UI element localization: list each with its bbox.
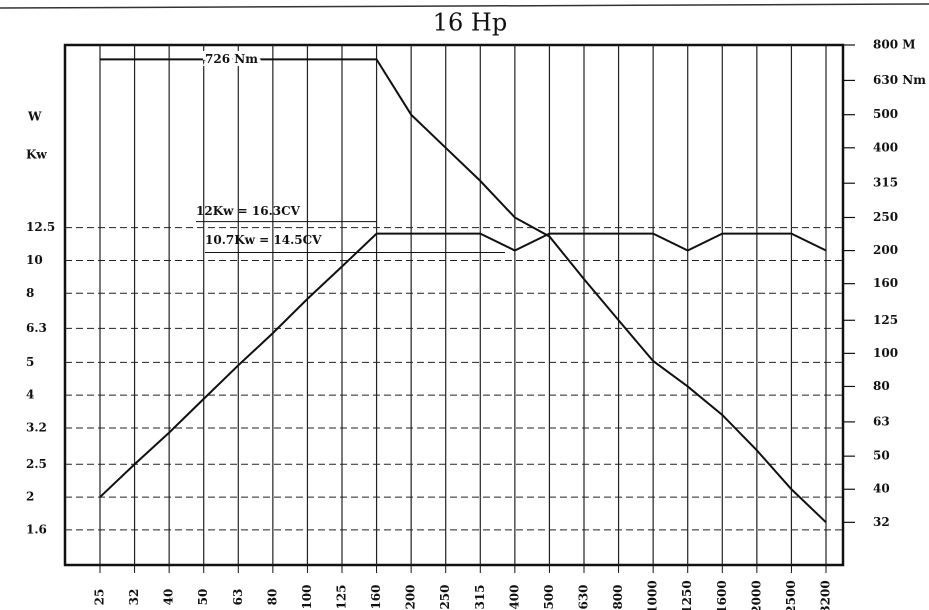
y2-tick-label: 32 <box>873 515 890 529</box>
y2-tick-label: 100 <box>873 346 898 360</box>
y2-tick-label: 250 <box>873 210 898 224</box>
x-tick-label: 3200 <box>819 580 833 610</box>
y2-tick-label: 400 <box>873 140 898 154</box>
y-tick-label: 12.5 <box>26 220 55 234</box>
y2-tick-label: 500 <box>873 107 898 121</box>
y-tick-label: 5 <box>26 355 34 369</box>
x-tick-label: 63 <box>231 589 245 606</box>
axis-unit: Kw <box>26 148 47 162</box>
data-line <box>99 232 827 498</box>
x-tick-label: 1600 <box>715 580 729 610</box>
x-tick-label: 315 <box>473 584 487 609</box>
annotation: 12Kw = 16.3CV <box>196 204 301 218</box>
x-tick-label: 250 <box>438 584 452 609</box>
axis-unit: W <box>27 110 42 124</box>
y-tick-label: 10 <box>26 253 43 267</box>
y2-tick-label: 315 <box>873 176 898 190</box>
y-tick-label: 2 <box>26 490 34 504</box>
x-tick-label: 1250 <box>680 580 694 610</box>
annotation: 726 Nm <box>205 52 258 66</box>
y2-tick-label: 50 <box>873 449 890 463</box>
y-tick-label: 8 <box>26 286 34 300</box>
x-tick-label: 40 <box>162 589 176 606</box>
y-tick-label: 2.5 <box>26 457 47 471</box>
data-line <box>100 58 827 524</box>
y2-tick-label: 40 <box>873 482 890 496</box>
y2-tick-label: 630 Nm <box>873 73 926 87</box>
x-tick-label: 1000 <box>646 580 660 610</box>
y2-tick-label: 63 <box>873 414 890 428</box>
y-tick-label: 6.3 <box>26 321 47 335</box>
x-tick-label: 80 <box>265 589 279 606</box>
x-tick-label: 100 <box>300 584 314 609</box>
x-tick-label: 200 <box>404 584 418 609</box>
x-tick-label: 25 <box>93 589 107 606</box>
y-tick-label: 1.6 <box>26 522 47 536</box>
x-tick-label: 160 <box>369 584 383 609</box>
y2-tick-label: 200 <box>873 243 898 257</box>
plot-frame <box>63 43 845 567</box>
x-tick-label: 400 <box>507 584 521 609</box>
annotation: 10.7Kw = 14.5CV <box>205 233 322 247</box>
y2-tick-label: 160 <box>873 276 898 290</box>
y2-tick-label: 800 M <box>873 38 916 52</box>
y2-tick-label: 80 <box>873 379 890 393</box>
chart-title: 16 Hp <box>433 9 507 37</box>
scan-edge <box>0 3 929 9</box>
y-tick-label: 3.2 <box>26 420 47 434</box>
y2-tick-label: 125 <box>873 313 898 327</box>
x-tick-label: 2500 <box>784 580 798 610</box>
x-tick-label: 2000 <box>749 580 763 610</box>
x-tick-label: 125 <box>335 584 349 609</box>
x-tick-label: 50 <box>196 589 210 606</box>
x-tick-label: 800 <box>611 584 625 609</box>
y-tick-label: 4 <box>26 388 34 402</box>
x-tick-label: 32 <box>127 589 141 606</box>
x-tick-label: 630 <box>577 584 591 609</box>
x-tick-label: 500 <box>542 584 556 609</box>
